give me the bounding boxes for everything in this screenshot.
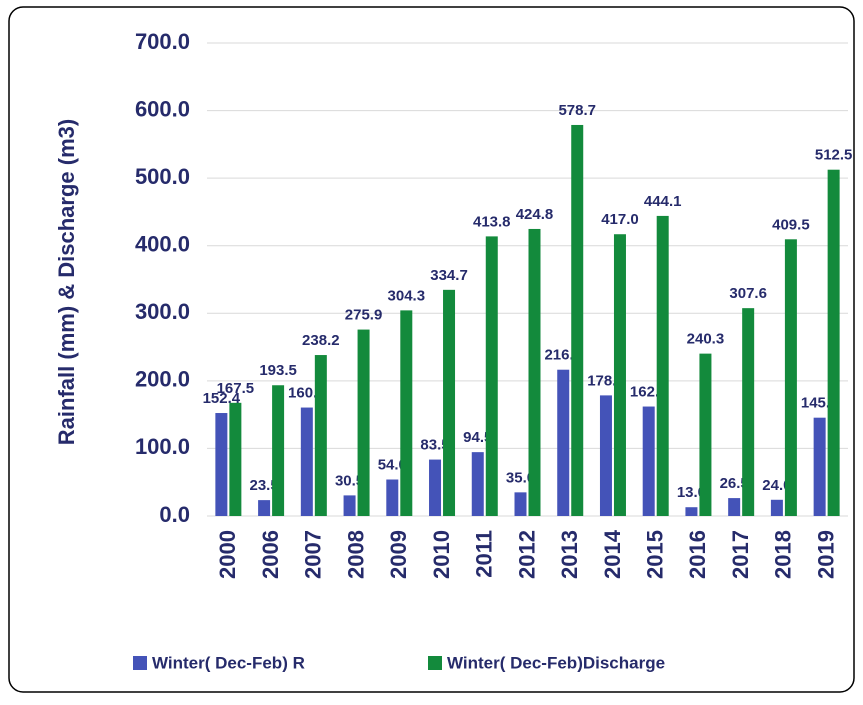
y-tick-label: 400.0 bbox=[135, 232, 190, 257]
value-label: 30.5 bbox=[335, 472, 364, 489]
x-tick-label: 2010 bbox=[429, 530, 454, 579]
value-label: 24.0 bbox=[762, 477, 791, 494]
bar bbox=[314, 355, 327, 516]
value-label: 152.4 bbox=[203, 390, 241, 407]
value-label: 238.2 bbox=[302, 332, 340, 349]
bar bbox=[728, 498, 741, 516]
bar bbox=[613, 234, 626, 516]
legend-swatch bbox=[133, 656, 147, 670]
bar bbox=[343, 495, 356, 516]
value-label: 334.7 bbox=[430, 267, 468, 284]
bar bbox=[485, 236, 498, 516]
bar bbox=[685, 507, 698, 516]
value-label: 23.5 bbox=[249, 477, 278, 494]
x-tick-label: 2014 bbox=[600, 529, 625, 579]
x-tick-label: 2013 bbox=[557, 530, 582, 579]
value-label: 94.5 bbox=[463, 429, 492, 446]
bar bbox=[258, 500, 271, 516]
legend-label: Winter( Dec-Feb)Discharge bbox=[447, 653, 665, 672]
value-label: 424.8 bbox=[516, 206, 554, 223]
bar bbox=[229, 402, 242, 516]
bar bbox=[770, 499, 783, 516]
y-tick-label: 0.0 bbox=[159, 502, 190, 527]
value-label: 413.8 bbox=[473, 213, 511, 230]
bar bbox=[827, 169, 840, 517]
bar bbox=[400, 310, 413, 516]
bar bbox=[272, 385, 285, 516]
bar bbox=[571, 124, 584, 516]
x-tick-label: 2011 bbox=[472, 530, 497, 578]
value-label: 275.9 bbox=[345, 307, 383, 324]
bar bbox=[599, 395, 612, 516]
bar bbox=[528, 228, 541, 516]
y-tick-label: 700.0 bbox=[135, 29, 190, 54]
bar bbox=[642, 406, 655, 516]
value-label: 193.5 bbox=[259, 362, 297, 379]
x-tick-label: 2015 bbox=[643, 530, 668, 579]
x-tick-label: 2016 bbox=[685, 530, 710, 579]
bar bbox=[471, 452, 484, 516]
value-label: 304.3 bbox=[388, 287, 426, 304]
x-tick-label: 2006 bbox=[258, 530, 283, 579]
x-tick-label: 2012 bbox=[514, 530, 539, 579]
x-tick-label: 2017 bbox=[728, 530, 753, 579]
bar bbox=[429, 459, 442, 516]
bar bbox=[813, 417, 826, 516]
y-tick-label: 200.0 bbox=[135, 367, 190, 392]
bar bbox=[386, 479, 399, 516]
value-label: 444.1 bbox=[644, 193, 682, 210]
bar bbox=[742, 308, 755, 516]
y-tick-label: 100.0 bbox=[135, 434, 190, 459]
x-tick-label: 2000 bbox=[215, 530, 240, 579]
bar bbox=[557, 369, 570, 516]
y-tick-label: 300.0 bbox=[135, 299, 190, 324]
value-label: 13.0 bbox=[677, 484, 706, 501]
bar bbox=[656, 215, 669, 516]
y-tick-label: 500.0 bbox=[135, 164, 190, 189]
x-tick-label: 2019 bbox=[813, 530, 838, 579]
bar bbox=[215, 413, 228, 516]
y-axis-title: Rainfall (mm) & Discharge (m3) bbox=[54, 119, 79, 445]
value-label: 26.5 bbox=[720, 475, 749, 492]
y-tick-label: 600.0 bbox=[135, 96, 190, 121]
bar bbox=[357, 329, 370, 516]
value-label: 83.5 bbox=[420, 437, 449, 454]
bar bbox=[699, 353, 712, 516]
legend-swatch bbox=[428, 656, 442, 670]
value-label: 240.3 bbox=[687, 331, 725, 348]
legend-label: Winter( Dec-Feb) R bbox=[152, 653, 305, 672]
x-tick-label: 2008 bbox=[343, 530, 368, 579]
value-label: 54.0 bbox=[378, 456, 407, 473]
value-label: 417.0 bbox=[601, 211, 639, 228]
value-label: 35.0 bbox=[506, 469, 535, 486]
value-label: 409.5 bbox=[772, 216, 810, 233]
x-tick-label: 2007 bbox=[301, 530, 326, 579]
bar bbox=[784, 239, 797, 517]
value-label: 167.5 bbox=[217, 380, 255, 397]
x-tick-label: 2018 bbox=[771, 530, 796, 579]
value-label: 512.5 bbox=[815, 147, 853, 164]
value-label: 578.7 bbox=[558, 102, 596, 119]
x-tick-label: 2009 bbox=[386, 530, 411, 579]
bar bbox=[300, 407, 313, 516]
bar bbox=[443, 289, 456, 516]
bar bbox=[514, 492, 527, 516]
value-label: 307.6 bbox=[729, 285, 767, 302]
